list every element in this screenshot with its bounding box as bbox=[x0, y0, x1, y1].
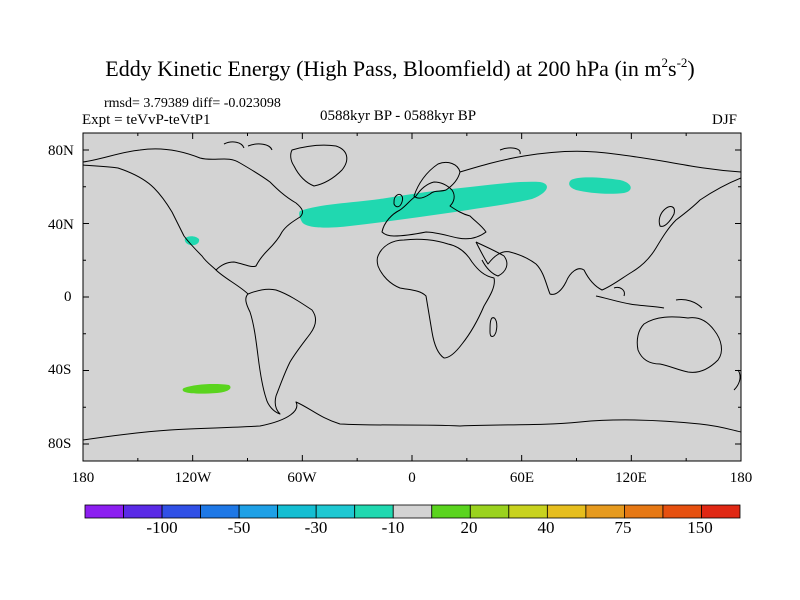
lat-tick-label: 40N bbox=[48, 217, 74, 233]
colorbar-swatch bbox=[469, 504, 510, 519]
lon-tick-label: 120W bbox=[174, 470, 212, 486]
colorbar-label: -50 bbox=[227, 518, 251, 537]
lon-tick-label: 180 bbox=[71, 470, 95, 486]
colorbar bbox=[84, 504, 741, 519]
colorbar-label: 40 bbox=[537, 518, 555, 537]
colorbar-swatch bbox=[701, 504, 741, 519]
lat-tick-label: 80S bbox=[48, 436, 72, 452]
greenland-coast bbox=[290, 144, 348, 187]
colorbar-swatch bbox=[277, 504, 317, 519]
period-label: 0588kyr BP - 0588kyr BP bbox=[320, 108, 477, 124]
plot-title: Eddy Kinetic Energy (High Pass, Bloomfie… bbox=[105, 55, 695, 81]
colorbar-swatch bbox=[508, 504, 548, 519]
colorbar-swatch bbox=[662, 504, 702, 519]
colorbar-swatch bbox=[123, 504, 163, 519]
siberia-patch bbox=[569, 177, 631, 194]
colorbar-label: -100 bbox=[146, 518, 178, 537]
california-patch bbox=[184, 236, 200, 246]
new-zealand-coast bbox=[733, 369, 741, 391]
lon-tick-label: 0 bbox=[408, 470, 416, 486]
colorbar-swatch bbox=[161, 504, 201, 519]
colorbar-label: -30 bbox=[304, 518, 328, 537]
africa-coast bbox=[376, 238, 495, 359]
lon-tick-label: 120E bbox=[615, 470, 647, 486]
colorbar-swatch bbox=[238, 504, 279, 519]
map-background bbox=[83, 133, 741, 461]
experiment-label: Expt = teVvP-teVtP1 bbox=[82, 112, 211, 128]
lat-tick-label: 80N bbox=[48, 143, 74, 159]
south-america-coast bbox=[245, 288, 317, 415]
coastlines bbox=[83, 141, 741, 441]
asia-coast bbox=[459, 150, 741, 295]
lon-tick-label: 60W bbox=[287, 470, 317, 486]
central-america-coast bbox=[215, 269, 249, 295]
colorbar-swatch bbox=[392, 504, 433, 519]
antarctica-coast bbox=[83, 401, 741, 441]
lat-tick-label: 40S bbox=[48, 362, 72, 378]
north-america-coast bbox=[83, 148, 304, 271]
arctic-islands bbox=[223, 141, 521, 155]
lon-tick-label: 60E bbox=[509, 470, 535, 486]
lat-tick-label: 0 bbox=[64, 289, 72, 305]
lon-tick-label: 180 bbox=[729, 470, 753, 486]
colorbar-swatch bbox=[315, 504, 356, 519]
british-isles-coast bbox=[393, 193, 403, 208]
colorbar-label: -10 bbox=[381, 518, 405, 537]
indonesia-coast bbox=[595, 287, 703, 309]
colorbar-swatch bbox=[624, 504, 664, 519]
season-label: DJF bbox=[712, 112, 738, 128]
arabia-coast bbox=[475, 241, 508, 277]
colorbar-swatch bbox=[431, 504, 471, 519]
japan-coast bbox=[658, 206, 675, 227]
colorbar-label: 150 bbox=[687, 518, 713, 537]
australia-coast bbox=[636, 316, 722, 373]
north-atlantic-eurasia-band bbox=[299, 181, 547, 228]
axis-ticks bbox=[82, 133, 742, 461]
colorbar-label: 75 bbox=[614, 518, 632, 537]
colorbar-swatch bbox=[354, 504, 394, 519]
colorbar-swatch bbox=[84, 504, 124, 519]
scandinavia-coast bbox=[413, 161, 461, 199]
madagascar-coast bbox=[489, 317, 498, 337]
colorbar-label: 20 bbox=[460, 518, 478, 537]
colorbar-swatch bbox=[546, 504, 587, 519]
south-pacific-patch bbox=[182, 384, 231, 394]
stats-label: rmsd= 3.79389 diff= -0.023098 bbox=[104, 96, 281, 111]
colorbar-swatch bbox=[200, 504, 240, 519]
colorbar-swatch bbox=[585, 504, 625, 519]
